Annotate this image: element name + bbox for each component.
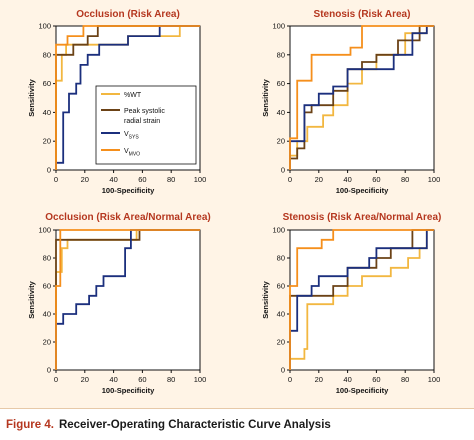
y-tick-label: 40 — [43, 108, 51, 117]
x-tick-label: 80 — [167, 175, 175, 184]
y-tick-label: 60 — [277, 282, 285, 291]
caption-label: Figure 4. — [6, 418, 54, 431]
y-tick-label: 0 — [47, 166, 51, 175]
series-line-strain — [289, 25, 434, 170]
y-tick-label: 100 — [272, 226, 285, 235]
y-tick-label: 0 — [281, 166, 285, 175]
y-tick-label: 20 — [277, 338, 285, 347]
x-axis-label: 100-Specificity — [102, 386, 155, 395]
y-tick-label: 80 — [43, 254, 51, 263]
chart-3: Occlusion (Risk Area/Normal Area) 0 20 40 60… — [27, 212, 211, 395]
x-axis-label: 100-Specificity — [336, 186, 389, 195]
x-tick-label: 0 — [54, 175, 58, 184]
y-tick-label: 40 — [277, 108, 285, 117]
y-tick-label: 0 — [281, 366, 285, 375]
legend-label-main: V — [124, 131, 129, 138]
series-line-vsys — [55, 229, 200, 370]
y-axis-label: Sensitivity — [261, 78, 270, 116]
legend-label: VSYS — [124, 131, 139, 141]
y-tick-label: 60 — [43, 282, 51, 291]
x-tick-label: 0 — [54, 375, 58, 384]
x-tick-label: 100 — [194, 175, 207, 184]
x-tick-label: 40 — [109, 175, 117, 184]
chart-title: Occlusion (Risk Area) — [76, 9, 180, 20]
x-tick-label: 20 — [81, 375, 89, 384]
y-tick-label: 100 — [38, 226, 51, 235]
x-tick-label: 100 — [428, 375, 441, 384]
x-tick-label: 0 — [288, 175, 292, 184]
x-axis-label: 100-Specificity — [336, 386, 389, 395]
y-tick-label: 80 — [277, 254, 285, 263]
x-tick-label: 100 — [428, 175, 441, 184]
x-tick-label: 20 — [81, 175, 89, 184]
y-tick-label: 40 — [277, 310, 285, 319]
series-line-vmvo — [55, 25, 200, 170]
x-tick-label: 60 — [372, 375, 380, 384]
legend-label-main: Peak systolic — [124, 108, 165, 115]
x-tick-label: 40 — [109, 375, 117, 384]
series-line-vsys — [55, 25, 200, 170]
y-tick-label: 20 — [43, 338, 51, 347]
series-line-wt — [289, 229, 434, 370]
chart-2: Stenosis (Risk Area) 0 20 40 60 80 100 0 20 40 60 8… — [261, 9, 440, 195]
x-tick-label: 80 — [401, 375, 409, 384]
plot-area — [55, 229, 201, 371]
y-axis-label: Sensitivity — [261, 280, 270, 318]
x-tick-label: 40 — [343, 175, 351, 184]
y-tick-label: 60 — [277, 79, 285, 88]
y-tick-label: 20 — [277, 137, 285, 146]
series-line-vmvo — [55, 229, 200, 370]
y-tick-label: 60 — [43, 79, 51, 88]
y-tick-label: 20 — [43, 137, 51, 146]
caption-text: Receiver-Operating Characteristic Curve … — [58, 418, 331, 431]
figure-svg: Occlusion (Risk Area) 0 20 40 60 80 100 0 20 40 60… — [27, 9, 441, 395]
y-tick-label: 0 — [47, 366, 51, 375]
legend-label-main: %WT — [124, 92, 142, 99]
series-line-strain — [55, 25, 200, 170]
x-tick-label: 20 — [315, 175, 323, 184]
x-tick-label: 60 — [138, 375, 146, 384]
series-line-vsys — [289, 25, 434, 170]
x-tick-label: 100 — [194, 375, 207, 384]
series-line-vmvo — [289, 229, 434, 370]
x-axis-label: 100-Specificity — [102, 186, 155, 195]
x-tick-label: 80 — [401, 175, 409, 184]
chart-4: Stenosis (Risk Area/Normal Area) 0 20 40 60 8… — [261, 212, 441, 395]
x-tick-label: 80 — [167, 375, 175, 384]
legend-label: VMVO — [124, 148, 140, 158]
series-line-vmvo — [289, 25, 434, 170]
legend-label-sub: MVO — [129, 152, 141, 158]
x-tick-label: 60 — [372, 175, 380, 184]
legend-label-sub: SYS — [129, 135, 140, 141]
figure-caption: Figure 4. Receiver-Operating Characteris… — [0, 408, 474, 440]
chart-title: Stenosis (Risk Area) — [314, 9, 411, 20]
legend-label-line2: radial strain — [124, 118, 160, 125]
legend-box — [95, 85, 197, 165]
y-axis-label: Sensitivity — [27, 280, 36, 318]
legend-label-main: V — [124, 148, 129, 155]
y-tick-label: 80 — [43, 50, 51, 59]
legend-label: Peak systolic — [124, 108, 165, 115]
x-tick-label: 60 — [138, 175, 146, 184]
y-tick-label: 100 — [272, 22, 285, 31]
series-line-vsys — [289, 229, 434, 370]
x-tick-label: 40 — [343, 375, 351, 384]
y-tick-label: 80 — [277, 50, 285, 59]
plot-area — [289, 229, 435, 371]
x-tick-label: 0 — [288, 375, 292, 384]
chart-title: Occlusion (Risk Area/Normal Area) — [45, 212, 210, 223]
x-tick-label: 20 — [315, 375, 323, 384]
plot-area — [289, 25, 435, 171]
chart-title: Stenosis (Risk Area/Normal Area) — [283, 212, 442, 223]
y-tick-label: 100 — [38, 22, 51, 31]
figure-panel: Occlusion (Risk Area) 0 20 40 60 80 100 0 20 40 60… — [0, 0, 474, 408]
legend-label: %WT — [124, 92, 142, 99]
series-line-wt — [55, 229, 200, 370]
y-tick-label: 40 — [43, 310, 51, 319]
y-axis-label: Sensitivity — [27, 78, 36, 116]
